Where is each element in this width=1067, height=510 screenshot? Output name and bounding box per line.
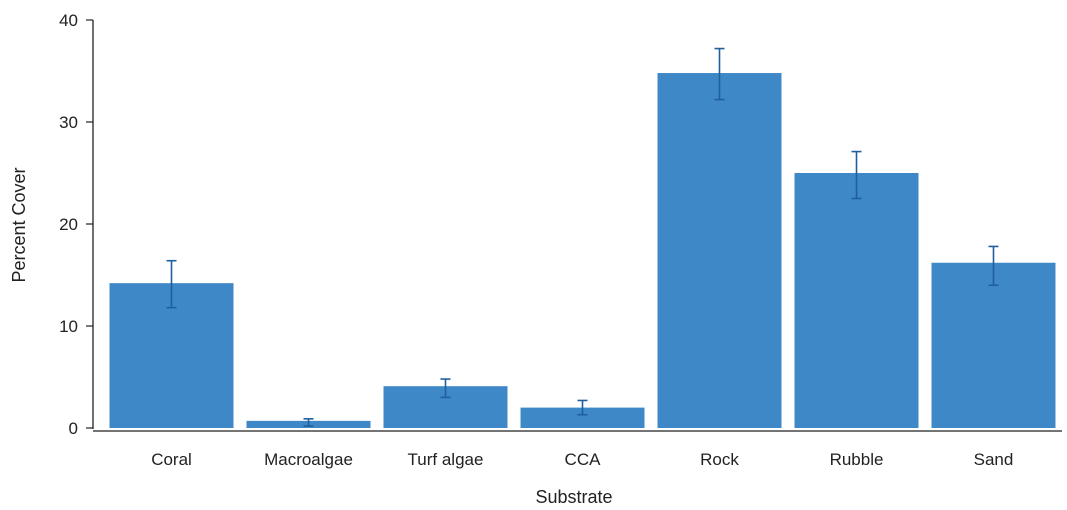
y-tick-label: 30 (59, 113, 78, 132)
x-axis-title: Substrate (535, 487, 612, 507)
x-tick-label: Sand (974, 450, 1014, 469)
error-bar-coral (166, 259, 177, 309)
error-bar-rock (714, 47, 725, 101)
x-tick-label: Coral (151, 450, 192, 469)
x-tick-label: Macroalgae (264, 450, 353, 469)
x-tick-label: Rubble (830, 450, 884, 469)
y-axis-title: Percent Cover (9, 167, 29, 282)
error-bar-turf-algae (440, 378, 451, 399)
bar-rubble (794, 173, 919, 428)
bars-layer (109, 73, 1056, 428)
error-bars-layer (166, 47, 999, 427)
y-tick-label: 10 (59, 317, 78, 336)
x-tick-label: CCA (565, 450, 602, 469)
y-tick-label: 20 (59, 215, 78, 234)
error-bar-sand (988, 245, 999, 287)
bar-cca (520, 407, 645, 428)
x-tick-label: Turf algae (408, 450, 484, 469)
x-axis-ticks: Coral Macroalgae Turf algae CCA Rock Rubble Sa… (151, 450, 1013, 469)
error-bar-rubble (851, 150, 862, 200)
bar-sand (931, 262, 1056, 428)
x-tick-label: Rock (700, 450, 739, 469)
error-bar-macroalgae (303, 418, 314, 427)
y-tick-label: 0 (69, 419, 78, 438)
y-tick-label: 40 (59, 11, 78, 30)
error-bar-cca (577, 399, 588, 416)
y-axis-ticks: 0 10 20 30 40 (59, 11, 93, 438)
bar-rock (657, 73, 782, 428)
